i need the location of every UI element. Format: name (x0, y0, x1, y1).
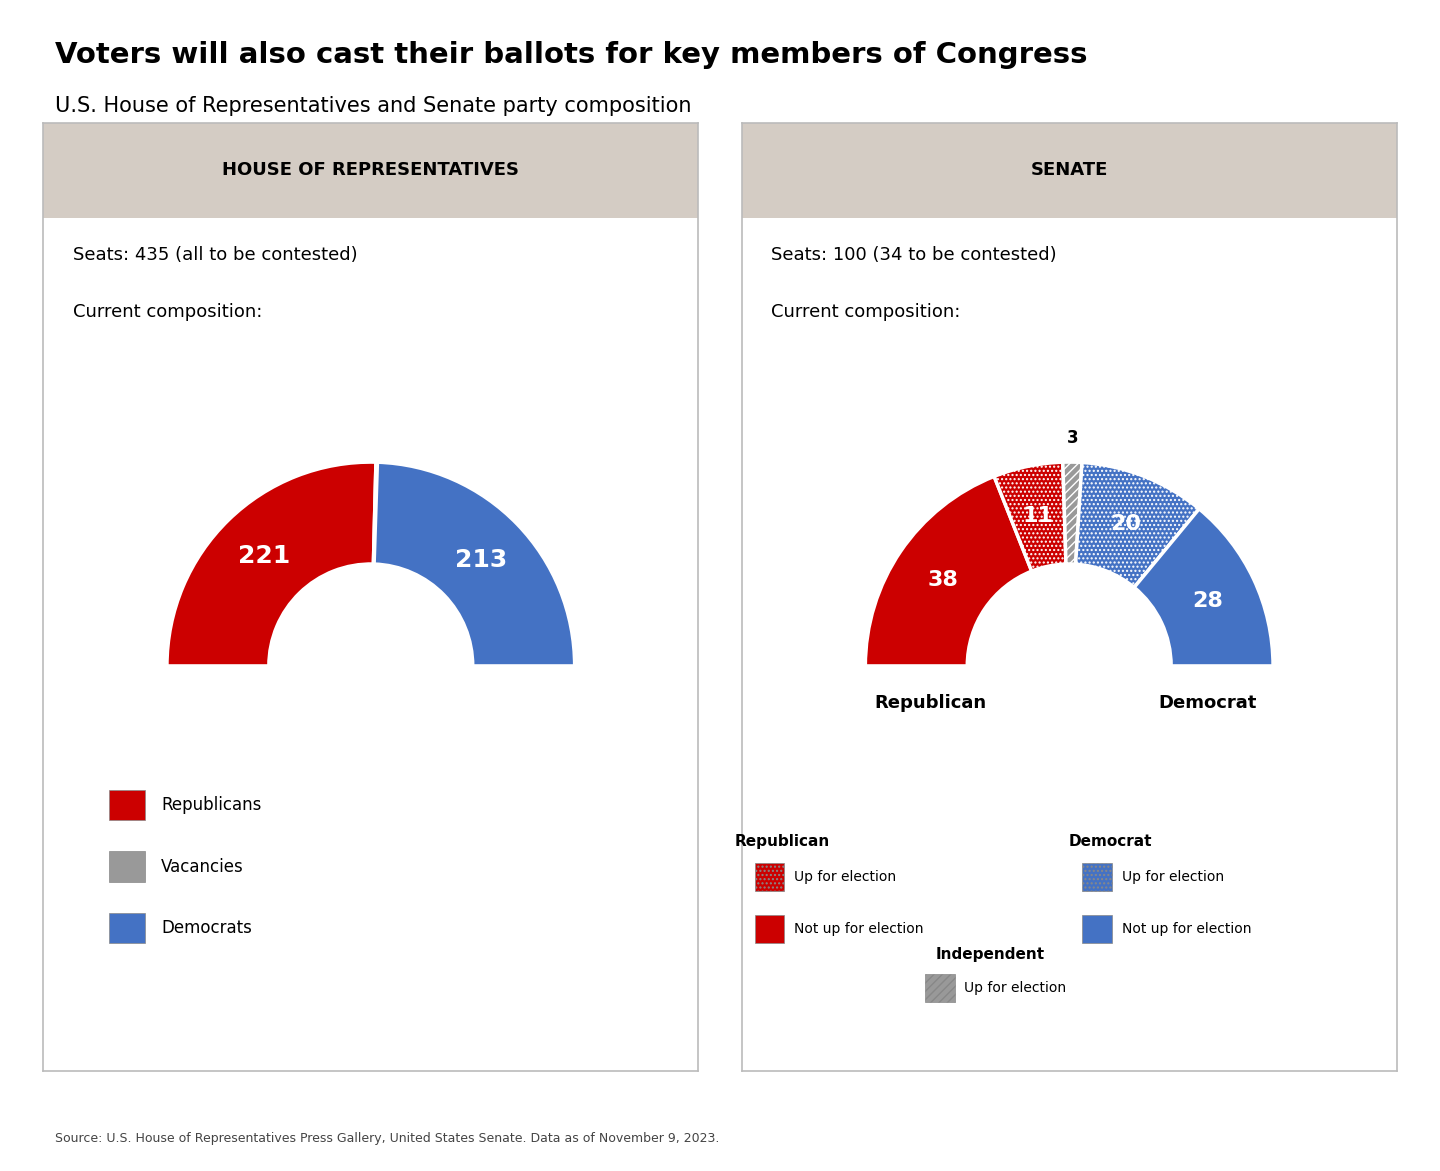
Wedge shape (1063, 463, 1081, 564)
Text: U.S. House of Representatives and Senate party composition: U.S. House of Representatives and Senate… (55, 96, 691, 116)
Wedge shape (374, 463, 575, 666)
Bar (755, 915, 785, 944)
Text: 213: 213 (455, 548, 507, 571)
Text: Democrat: Democrat (1068, 834, 1152, 849)
Bar (109, 913, 145, 944)
Text: 28: 28 (1192, 591, 1223, 611)
Text: 221: 221 (238, 545, 291, 568)
Text: Up for election: Up for election (793, 870, 896, 884)
Text: Up for election: Up for election (1122, 870, 1224, 884)
Text: Not up for election: Not up for election (793, 923, 923, 936)
Text: Up for election: Up for election (965, 981, 1067, 995)
Text: Current composition:: Current composition: (770, 303, 960, 321)
Bar (1083, 863, 1112, 891)
Bar (755, 863, 785, 891)
Text: Democrats: Democrats (161, 919, 252, 937)
Text: SENATE: SENATE (1031, 162, 1107, 179)
Text: Independent: Independent (936, 947, 1045, 963)
Text: Republican: Republican (874, 694, 986, 712)
Bar (742, 123, 1397, 218)
Text: Republican: Republican (734, 834, 831, 849)
Wedge shape (1135, 509, 1273, 666)
Wedge shape (865, 477, 1031, 666)
Wedge shape (1076, 463, 1200, 588)
Text: Seats: 435 (all to be contested): Seats: 435 (all to be contested) (72, 246, 357, 265)
Text: Republicans: Republicans (161, 796, 262, 814)
Bar (109, 851, 145, 882)
Wedge shape (167, 463, 376, 666)
Text: HOUSE OF REPRESENTATIVES: HOUSE OF REPRESENTATIVES (222, 162, 520, 179)
Bar (1083, 915, 1112, 944)
Text: 3: 3 (1067, 429, 1079, 446)
Bar (109, 789, 145, 820)
Wedge shape (994, 463, 1066, 571)
Text: Not up for election: Not up for election (1122, 923, 1251, 936)
Text: Source: U.S. House of Representatives Press Gallery, United States Senate. Data : Source: U.S. House of Representatives Pr… (55, 1132, 719, 1145)
Text: Vacancies: Vacancies (161, 857, 243, 876)
Wedge shape (373, 463, 377, 564)
Text: Current composition:: Current composition: (72, 303, 262, 321)
Text: 38: 38 (927, 570, 958, 590)
Text: Voters will also cast their ballots for key members of Congress: Voters will also cast their ballots for … (55, 41, 1087, 69)
Text: Seats: 100 (34 to be contested): Seats: 100 (34 to be contested) (770, 246, 1057, 265)
Text: 11: 11 (1022, 506, 1054, 526)
Bar (43, 123, 698, 218)
Text: 20: 20 (1110, 514, 1140, 534)
Bar (924, 974, 955, 1002)
Text: Democrat: Democrat (1159, 694, 1257, 712)
